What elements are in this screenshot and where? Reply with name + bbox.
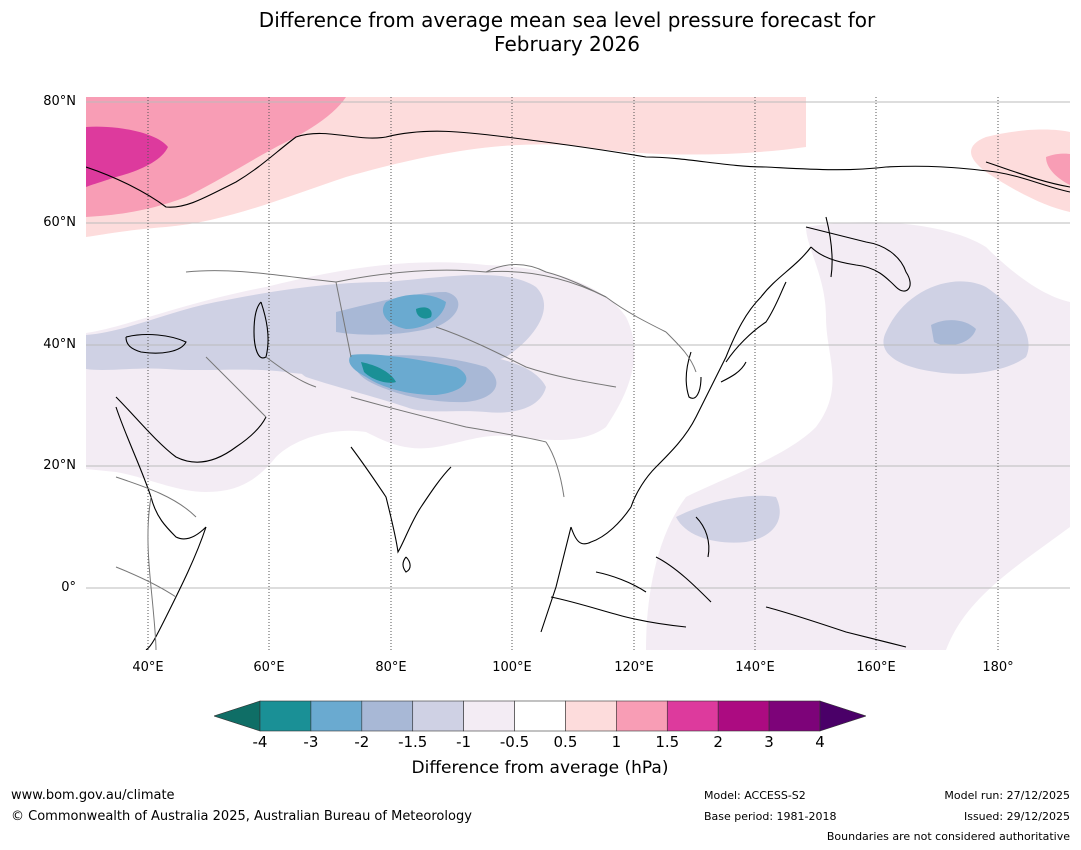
legend-swatch [514,700,566,732]
legend-tick-label: 3 [764,733,774,751]
anomaly-region-scandinavia-moderate [86,97,346,217]
footer-base-period: Base period: 1981-2018 [704,810,837,823]
legend-swatch-above-max [819,700,866,732]
legend-swatch [616,700,668,732]
legend-label: Difference from average (hPa) [411,758,669,778]
pressure-anomaly-map [86,97,1070,650]
legend-tick-label: -4 [252,733,268,751]
anomaly-region-strong-negative [382,294,446,329]
legend-tick-label: -0.5 [499,733,530,751]
legend-swatch [565,700,617,732]
legend-tick-label: 4 [815,733,825,751]
legend-tick-label: -3 [303,733,319,751]
footer-copyright: © Commonwealth of Australia 2025, Austra… [11,809,472,824]
lat-label-80n: 80°N [43,94,76,109]
lon-label-160e: 160°E [856,660,896,675]
coastlines [86,130,1070,650]
lon-label-100e: 100°E [492,660,532,675]
legend-swatch-below-min [214,700,261,732]
anomaly-region-ne-corner-moderate [1046,153,1070,185]
lon-label-180: 180° [982,660,1014,675]
anomaly-region-pacific-negative [646,222,1070,650]
legend-swatch [412,700,464,732]
lon-label-40e: 40°E [132,660,164,675]
anomaly-region-pacific-core [931,320,976,346]
legend-swatch [768,700,821,732]
anomaly-region-very-strong-2 [361,362,396,383]
anomaly-region-scandinavia-strong [86,126,168,187]
lat-label-60n: 60°N [43,215,76,230]
footer-disclaimer: Boundaries are not considered authoritat… [826,830,1070,843]
title-line-2: February 2026 [494,32,640,56]
legend-tick-label: 1 [611,733,622,751]
footer-model-run: Model run: 27/12/2025 [944,789,1070,802]
lat-label-equator: 0° [61,580,76,595]
map-title: Difference from average mean sea level p… [0,8,1081,56]
footer-url[interactable]: www.bom.gov.au/climate [11,788,175,803]
legend-tick-label: -1.5 [398,733,428,751]
legend-colorbar [214,700,866,732]
latitude-gridlines [86,101,1070,589]
lon-label-60e: 60°E [253,660,285,675]
legend-swatch [463,700,515,732]
legend-swatch [259,700,312,732]
anomaly-region-philippine-sea [676,495,780,543]
legend-tick-label: -2 [354,733,370,751]
anomaly-region-strong-negative-2 [349,354,467,395]
title-line-1: Difference from average mean sea level p… [258,8,876,32]
legend-swatch [717,700,770,732]
map-svg [86,97,1070,650]
lon-label-120e: 120°E [614,660,654,675]
anomaly-region-very-strong [416,307,432,319]
longitude-gridlines [147,97,999,650]
footer-model: Model: ACCESS-S2 [704,789,806,802]
lat-label-40n: 40°N [43,337,76,352]
legend-swatch [361,700,414,732]
legend-tick-label: 2 [713,733,723,751]
lat-label-20n: 20°N [43,458,76,473]
legend-swatch [310,700,363,732]
legend-swatch [666,700,719,732]
legend-tick-label: 1.5 [655,733,680,751]
anomaly-region-ne-siberia-positive [971,129,1070,212]
footer-issued: Issued: 29/12/2025 [963,810,1070,823]
legend-tick-label: -1 [456,733,472,751]
legend-tick-label: 0.5 [553,733,578,751]
lon-label-140e: 140°E [735,660,775,675]
country-boundaries [115,264,697,650]
lon-label-80e: 80°E [375,660,407,675]
